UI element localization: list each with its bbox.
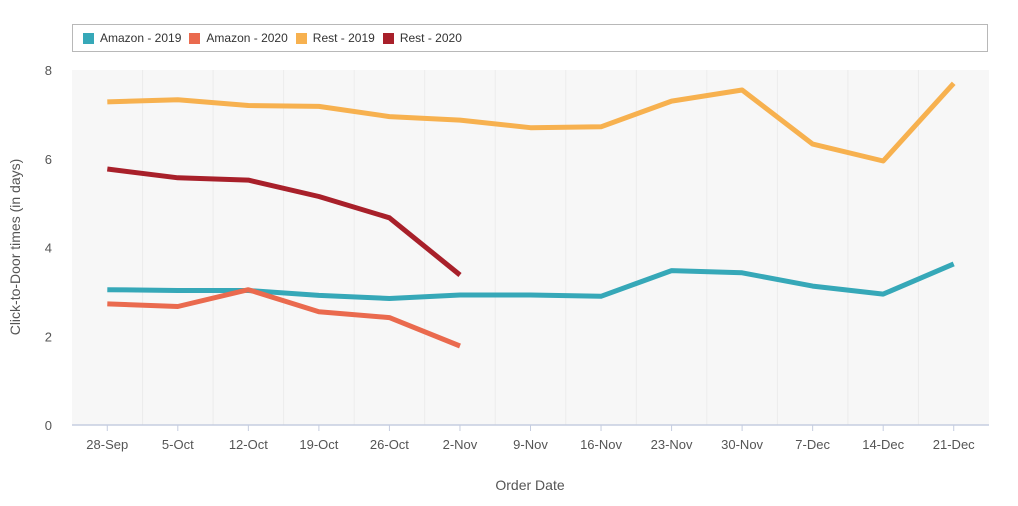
x-tick-label: 12-Oct [229,437,268,452]
legend-item[interactable]: Rest - 2020 [382,31,462,45]
y-tick-label: 0 [45,418,52,433]
legend-item[interactable]: Amazon - 2020 [189,31,288,45]
legend-swatch [382,32,394,44]
legend-label: Amazon - 2020 [206,31,288,45]
y-axis-label: Click-to-Door times (in days) [7,159,23,336]
y-axis: 0 2 4 6 8 [45,63,52,433]
legend-item[interactable]: Rest - 2019 [295,31,375,45]
legend-swatch [295,32,307,44]
y-tick-label: 2 [45,329,52,344]
series-line [107,287,461,349]
x-axis-label: Order Date [495,477,564,493]
x-tick-label: 30-Nov [721,437,763,452]
series-line [107,81,956,164]
x-tick-label: 5-Oct [162,437,194,452]
series-line [106,166,462,277]
legend-swatch [189,32,201,44]
x-tick-label: 26-Oct [370,437,409,452]
plot-area [72,70,989,425]
legend: Amazon - 2019 Amazon - 2020 Rest - 2019 Res… [72,24,988,52]
x-tick-label: 16-Nov [580,437,622,452]
x-tick-label: 7-Dec [795,437,830,452]
legend-label: Rest - 2020 [399,31,462,45]
x-tick-label: 21-Dec [933,437,975,452]
legend-item[interactable]: Amazon - 2019 [83,31,181,45]
legend-swatch [83,32,94,44]
x-axis: 28-Sep 5-Oct 12-Oct 19-Oct 26-Oct 2-Nov 9-Nov 1… [86,425,975,452]
x-tick-label: 23-Nov [651,437,693,452]
x-tick-label: 2-Nov [443,437,478,452]
x-tick-label: 9-Nov [513,437,548,452]
y-tick-label: 6 [45,152,52,167]
x-tick-label: 14-Dec [862,437,904,452]
y-tick-label: 8 [45,63,52,78]
x-tick-label: 19-Oct [299,437,338,452]
x-tick-label: 28-Sep [86,437,128,452]
legend-label: Rest - 2019 [312,31,375,45]
legend-label: Amazon - 2019 [100,31,182,45]
series-lines [106,81,956,349]
y-tick-label: 4 [45,241,52,256]
